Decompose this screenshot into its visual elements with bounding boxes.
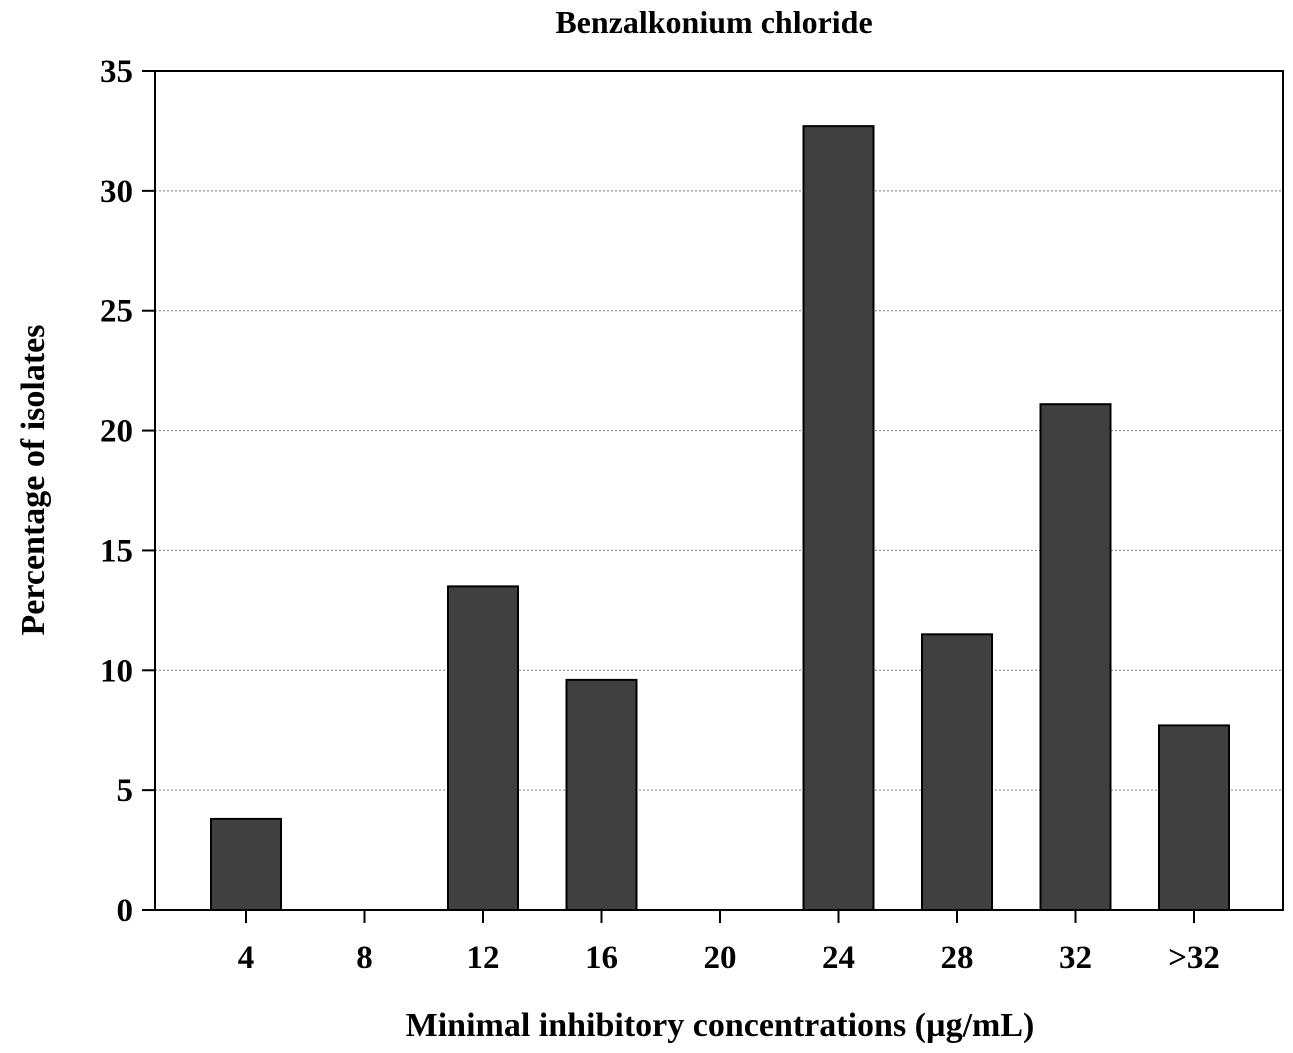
y-axis-ticks: 0 5 10 15 20 25 30 35 [100, 54, 155, 929]
x-tick-label: 32 [1059, 940, 1092, 976]
y-tick-label: 10 [100, 653, 133, 689]
x-tick-label: 16 [585, 940, 618, 976]
y-tick-label: 25 [100, 294, 133, 330]
bar [210, 817, 282, 911]
x-tick-label: 20 [704, 940, 737, 976]
plot-frame [154, 70, 1284, 911]
bars [210, 125, 1230, 912]
x-axis-ticks: 4 8 12 16 20 24 28 32 >32 [238, 910, 1220, 976]
bar [565, 678, 638, 911]
y-tick-label: 0 [117, 893, 134, 929]
x-tick-label: 8 [356, 940, 373, 976]
x-tick-label: 28 [941, 940, 974, 976]
bar [921, 633, 993, 911]
bar [447, 585, 519, 912]
y-axis-label: Percentage of isolates [15, 325, 52, 636]
y-tick-label: 15 [100, 533, 133, 569]
bar [1158, 724, 1230, 911]
x-tick-label: 12 [467, 940, 500, 976]
y-tick-label: 30 [100, 174, 133, 210]
x-tick-label: >32 [1168, 940, 1220, 976]
x-tick-label: 24 [822, 940, 855, 976]
bar [1039, 403, 1112, 911]
chart-title: Benzalkonium chloride [555, 4, 872, 40]
bar [802, 125, 875, 912]
x-tick-label: 4 [238, 940, 255, 976]
x-axis-label: Minimal inhibitory concentrations (µg/mL… [406, 1007, 1035, 1044]
y-tick-label: 35 [100, 54, 133, 90]
y-tick-label: 5 [117, 773, 134, 809]
y-tick-label: 20 [100, 414, 133, 450]
gridlines [155, 190, 1283, 791]
